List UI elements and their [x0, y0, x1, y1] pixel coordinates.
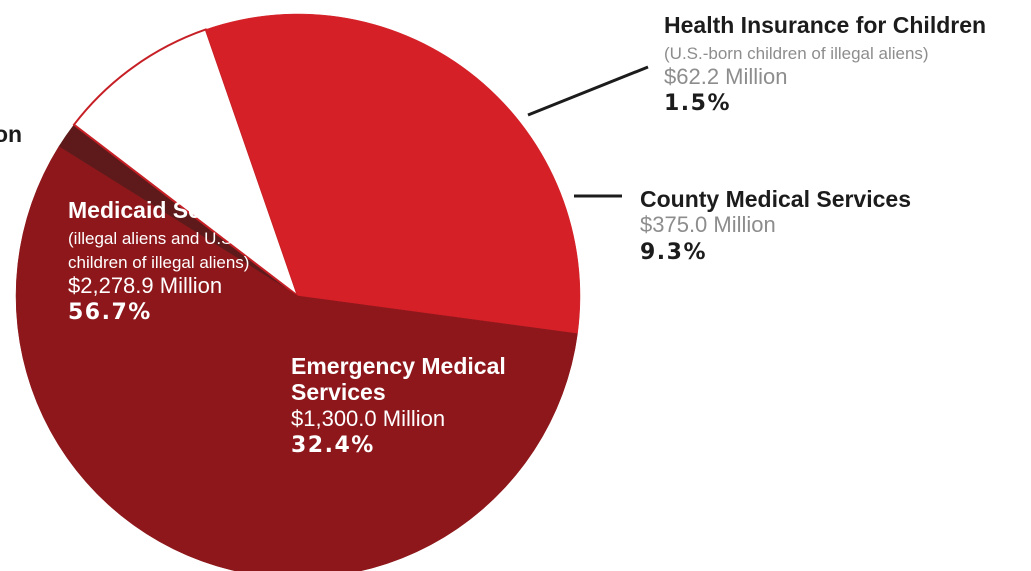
emergency-title-line2: Services: [291, 379, 386, 406]
medicaid-title: Medicaid Services: [68, 197, 268, 223]
emergency-amount: $1,300.0 Million: [291, 405, 446, 431]
emergency-title-line1: Emergency Medical: [291, 353, 506, 379]
pie-slice-medicaid-services: [15, 146, 578, 571]
health-insurance-amount: $62.2 Million: [664, 63, 788, 89]
medicaid-amount: $2,278.9 Million: [68, 272, 223, 298]
pie-slices: [15, 13, 581, 571]
label-health-insurance: Health Insurance for Children (U.S.-born…: [664, 12, 986, 117]
health-insurance-percent: 1.5%: [664, 91, 732, 117]
truncated-left-label: on: [0, 121, 23, 147]
medicaid-percent: 56.7%: [68, 299, 152, 325]
county-medical-percent: 9.3%: [640, 239, 708, 265]
pie-slice-county-medical-services: [72, 28, 301, 299]
pie-slice-emergency-medical-services: [205, 13, 581, 334]
leader-line-health-insurance: [527, 65, 649, 117]
health-insurance-title: Health Insurance for Children: [664, 12, 987, 38]
emergency-percent: 32.4%: [291, 433, 375, 459]
county-medical-title: County Medical Services: [640, 186, 911, 212]
county-medical-amount: $375.0 Million: [640, 212, 776, 238]
label-emergency-medical: Emergency Medical Services $1,300.0 Mill…: [291, 353, 506, 458]
label-medicaid: Medicaid Services (illegal aliens and U.…: [68, 197, 277, 325]
medicaid-note-line1: (illegal aliens and U.S.-born: [68, 229, 277, 249]
medicaid-note-line2: children of illegal aliens): [68, 252, 250, 272]
label-county-medical: County Medical Services $375.0 Million 9…: [640, 186, 911, 265]
health-insurance-note: (U.S.-born children of illegal aliens): [664, 44, 929, 64]
